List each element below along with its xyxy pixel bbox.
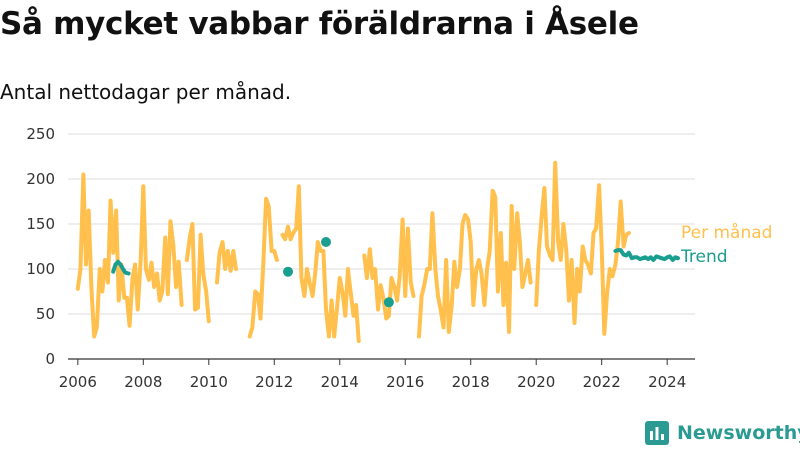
- chart-title: Så mycket vabbar föräldrarna i Åsele: [0, 6, 639, 42]
- x-tick-label: 2022: [583, 373, 621, 391]
- trend-line: [111, 259, 131, 276]
- chart-subtitle: Antal nettodagar per månad.: [0, 80, 292, 104]
- brand-name: Newsworthy: [677, 422, 800, 444]
- x-tick-label: 2010: [190, 373, 228, 391]
- newsworthy-icon: [645, 421, 669, 445]
- per-manad-line: [534, 160, 631, 336]
- trend-point: [283, 266, 294, 277]
- x-tick-label: 2020: [517, 373, 555, 391]
- x-tick-label: 2008: [124, 373, 162, 391]
- x-tick-label: 2024: [648, 373, 686, 391]
- per-manad-line: [362, 217, 416, 321]
- legend-per-manad: Per månad: [681, 222, 772, 243]
- x-tick-label: 2006: [59, 373, 97, 391]
- per-manad-line: [75, 172, 184, 339]
- y-tick-label: 100: [26, 260, 55, 278]
- per-manad-line: [247, 196, 279, 339]
- y-tick-label: 150: [26, 215, 55, 233]
- x-tick-label: 2016: [386, 373, 424, 391]
- per-manad-line: [280, 184, 361, 343]
- per-manad-line: [416, 188, 533, 339]
- x-tick-label: 2012: [255, 373, 293, 391]
- y-tick-label: 250: [26, 125, 55, 143]
- per-manad-line: [184, 222, 211, 324]
- per-manad-line: [214, 240, 238, 285]
- legend-trend: Trend: [680, 247, 728, 267]
- y-tick-label: 200: [26, 170, 55, 188]
- trend-point: [383, 297, 394, 308]
- y-tick-label: 0: [45, 350, 55, 368]
- y-tick-label: 50: [36, 305, 55, 323]
- trend-line: [613, 248, 680, 262]
- x-tick-label: 2014: [321, 373, 359, 391]
- x-tick-label: 2018: [452, 373, 490, 391]
- trend-point: [321, 237, 332, 247]
- brand-logo: Newsworthy: [645, 420, 800, 446]
